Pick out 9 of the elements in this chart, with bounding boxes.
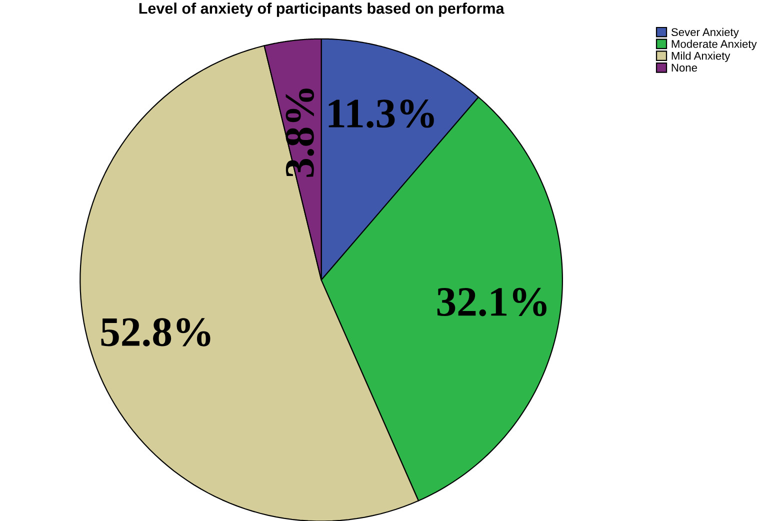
legend-label: Moderate Anxiety xyxy=(672,40,757,50)
data-label: 3.8% xyxy=(286,88,314,177)
data-label: 32.1% xyxy=(437,288,546,316)
legend-label: Sever Anxiety xyxy=(671,28,739,38)
legend-label: None xyxy=(672,64,698,72)
chart-title: Level of anxiety of participants based on performa xyxy=(139,2,504,17)
legend-label: Mild Anxiety xyxy=(672,52,730,62)
data-label: 52.8% xyxy=(101,318,210,346)
data-label: 11.3% xyxy=(328,100,434,128)
